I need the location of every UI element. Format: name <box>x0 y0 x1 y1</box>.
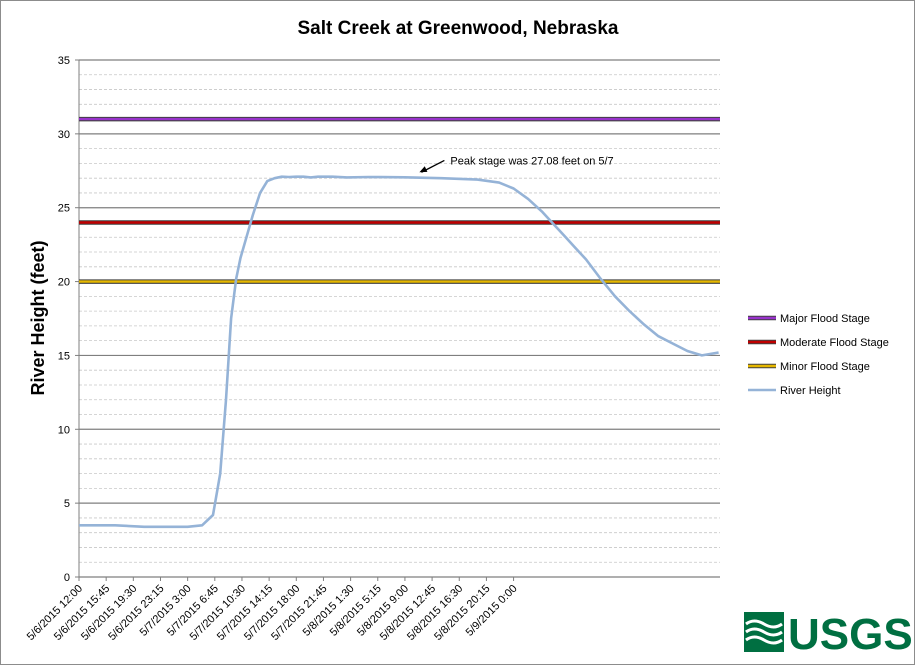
series-line-river-height <box>79 175 719 529</box>
peak-annotation-text: Peak stage was 27.08 feet on 5/7 <box>450 155 613 167</box>
arrowhead <box>419 166 428 173</box>
y-tick-label: 25 <box>58 203 70 215</box>
y-tick-label: 20 <box>58 277 70 289</box>
x-axis: 5/6/2015 12:005/6/2015 15:455/6/2015 19:… <box>25 577 520 643</box>
y-tick-label: 30 <box>58 129 70 141</box>
annotations: Peak stage was 27.08 feet on 5/7 <box>419 155 614 173</box>
chart-title: Salt Creek at Greenwood, Nebraska <box>297 18 618 39</box>
y-tick-label: 35 <box>58 55 70 67</box>
usgs-logo: USGS <box>744 610 913 659</box>
legend-label: River Height <box>780 385 841 397</box>
series-lines <box>79 116 720 529</box>
y-tick-label: 15 <box>58 350 70 362</box>
usgs-logo-text: USGS <box>788 610 913 659</box>
y-tick-label: 0 <box>64 572 70 584</box>
legend: Major Flood Stage Moderate Flood Stage Min… <box>748 313 889 397</box>
grid-lines <box>78 59 720 578</box>
y-tick-label: 10 <box>58 424 70 436</box>
legend-label: Moderate Flood Stage <box>780 337 889 349</box>
legend-label: Minor Flood Stage <box>780 361 870 373</box>
legend-label: Major Flood Stage <box>780 313 870 325</box>
y-tick-label: 5 <box>64 498 70 510</box>
y-axis: 0 5 10 15 20 25 30 35 <box>58 55 79 584</box>
y-axis-label: River Height (feet) <box>28 240 48 395</box>
